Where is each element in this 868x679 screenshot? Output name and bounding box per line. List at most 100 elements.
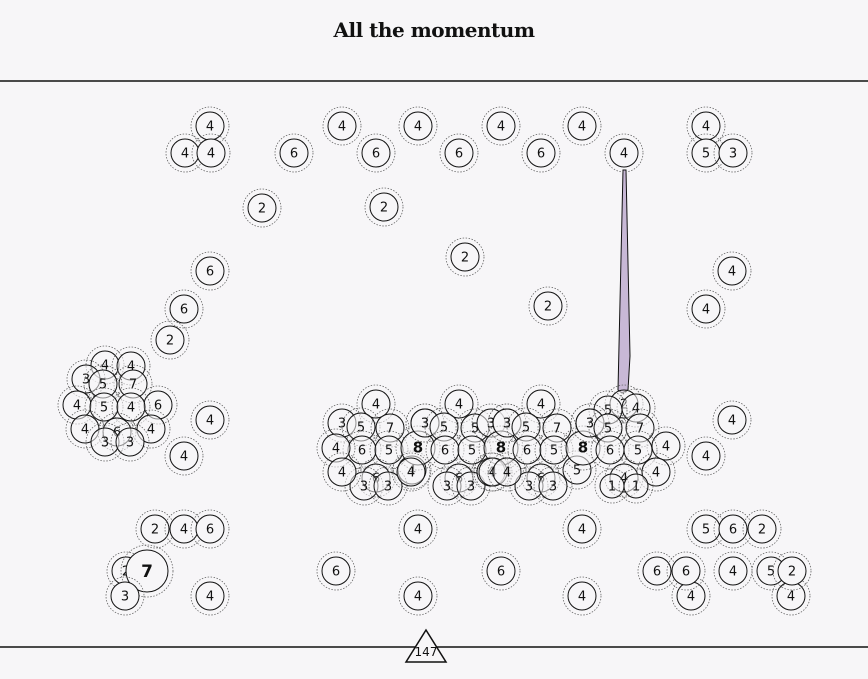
- token-4-circle[interactable]: 4: [686, 289, 726, 329]
- token-label: 5: [702, 523, 710, 538]
- token-label: 3: [101, 436, 109, 451]
- token-label: 4: [578, 523, 586, 538]
- token-label: 5: [357, 421, 365, 436]
- token-3-circle[interactable]: 3: [713, 133, 753, 173]
- cluster-token-4[interactable]: 4: [111, 387, 151, 427]
- token-6-circle[interactable]: 6: [713, 509, 753, 549]
- token-6-circle[interactable]: 6: [274, 133, 314, 173]
- token-4-circle[interactable]: 4: [190, 400, 230, 440]
- token-label: 3: [82, 373, 90, 388]
- token-2-circle[interactable]: 2: [528, 286, 568, 326]
- token-label: 4: [127, 360, 135, 375]
- token-label: 4: [729, 565, 737, 580]
- token-4-circle[interactable]: 4: [771, 576, 811, 616]
- token-2-circle[interactable]: 2: [135, 509, 175, 549]
- token-6-circle[interactable]: 6: [481, 551, 521, 591]
- cluster-token-3[interactable]: 3: [368, 466, 408, 506]
- token-label: 6: [682, 565, 690, 580]
- cluster-token-5[interactable]: 5: [618, 430, 658, 470]
- token-6-circle[interactable]: 6: [439, 133, 479, 173]
- token-2-circle[interactable]: 2: [364, 187, 404, 227]
- token-4-circle[interactable]: 4: [712, 251, 752, 291]
- token-layer: 4446464646444532222662444444246445622734…: [105, 106, 812, 616]
- token-3-circle[interactable]: 3: [105, 576, 145, 616]
- token-label: 4: [147, 423, 155, 438]
- token-label: 4: [181, 147, 189, 162]
- token-label: 6: [113, 426, 121, 441]
- token-6-circle[interactable]: 6: [356, 133, 396, 173]
- token-label: 6: [729, 523, 737, 538]
- token-4-circle[interactable]: 4: [712, 400, 752, 440]
- token-4-circle[interactable]: 4: [398, 106, 438, 146]
- cluster-token-4[interactable]: 4: [316, 428, 356, 468]
- token-4-circle[interactable]: 4: [164, 436, 204, 476]
- token-label: 5: [440, 421, 448, 436]
- cluster-token-3[interactable]: 3: [451, 466, 491, 506]
- token-label: 4: [787, 590, 795, 605]
- token-4-circle[interactable]: 4: [562, 576, 602, 616]
- token-6-circle[interactable]: 6: [521, 133, 561, 173]
- token-label: 6: [653, 565, 661, 580]
- token-6-circle[interactable]: 6: [164, 289, 204, 329]
- token-label: 4: [455, 398, 463, 413]
- token-6-circle[interactable]: 6: [666, 551, 706, 591]
- page-triangle-icon: [404, 628, 448, 663]
- token-4-circle[interactable]: 4: [398, 509, 438, 549]
- token-4-circle[interactable]: 4: [686, 436, 726, 476]
- token-label: 4: [332, 442, 340, 457]
- cluster-token-4[interactable]: 4: [487, 452, 527, 492]
- token-2-circle[interactable]: 2: [742, 509, 782, 549]
- token-label: 2: [380, 201, 388, 216]
- token-label: 4: [414, 590, 422, 605]
- token-label: 4: [372, 398, 380, 413]
- cluster-token-1[interactable]: 1: [618, 468, 654, 504]
- token-6-circle[interactable]: 6: [190, 251, 230, 291]
- cluster-token-4[interactable]: 4: [636, 452, 676, 492]
- token-label: 5: [471, 422, 479, 437]
- token-label: 4: [632, 402, 640, 417]
- token-2-circle[interactable]: 2: [445, 237, 485, 277]
- token-4-circle[interactable]: 4: [190, 576, 230, 616]
- token-label: 4: [73, 399, 81, 414]
- cluster-token-4[interactable]: 4: [521, 384, 561, 424]
- token-4-circle[interactable]: 4: [562, 509, 602, 549]
- page-marker: 147: [404, 628, 448, 663]
- token-6-circle[interactable]: 6: [316, 551, 356, 591]
- cluster-token-4[interactable]: 4: [131, 409, 171, 449]
- token-4-circle[interactable]: 4: [713, 551, 753, 591]
- token-label: 7: [636, 422, 644, 437]
- token-label: 6: [358, 444, 366, 459]
- cluster-token-4[interactable]: 4: [356, 384, 396, 424]
- token-4-circle[interactable]: 4: [604, 133, 644, 173]
- cluster-token-5[interactable]: 5: [588, 408, 628, 448]
- token-label: 4: [503, 466, 511, 481]
- token-label: 3: [729, 147, 737, 162]
- token-2-circle[interactable]: 2: [150, 320, 190, 360]
- token-2-circle[interactable]: 2: [772, 551, 812, 591]
- token-label: 3: [421, 417, 429, 432]
- token-label: 4: [702, 450, 710, 465]
- token-4-circle[interactable]: 4: [322, 106, 362, 146]
- cluster-token-5[interactable]: 5: [83, 364, 123, 404]
- token-label: 4: [414, 120, 422, 135]
- cluster-token-3[interactable]: 3: [110, 422, 150, 462]
- token-label: 2: [788, 565, 796, 580]
- cluster-token-4[interactable]: 4: [322, 452, 362, 492]
- cluster-token-3[interactable]: 3: [533, 466, 573, 506]
- token-4-circle[interactable]: 4: [191, 133, 231, 173]
- token-label: 2: [461, 251, 469, 266]
- token-label: 3: [338, 417, 346, 432]
- token-4-circle[interactable]: 4: [398, 576, 438, 616]
- token-6-circle[interactable]: 6: [190, 509, 230, 549]
- token-6-circle[interactable]: 6: [637, 551, 677, 591]
- token-label: 2: [544, 300, 552, 315]
- momentum-pointer: [617, 169, 631, 394]
- token-label: 2: [258, 202, 266, 217]
- cluster-token-7[interactable]: 7: [537, 408, 577, 448]
- token-7-circle[interactable]: 7: [120, 544, 174, 598]
- token-4-circle[interactable]: 4: [481, 106, 521, 146]
- cluster-token-4[interactable]: 4: [646, 426, 686, 466]
- token-4-circle[interactable]: 4: [562, 106, 602, 146]
- cluster-token-4[interactable]: 4: [391, 452, 431, 492]
- token-2-circle[interactable]: 2: [242, 188, 282, 228]
